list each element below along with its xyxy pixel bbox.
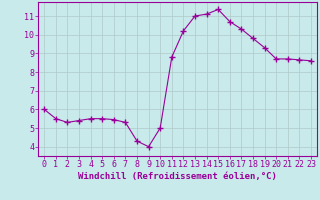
X-axis label: Windchill (Refroidissement éolien,°C): Windchill (Refroidissement éolien,°C): [78, 172, 277, 181]
